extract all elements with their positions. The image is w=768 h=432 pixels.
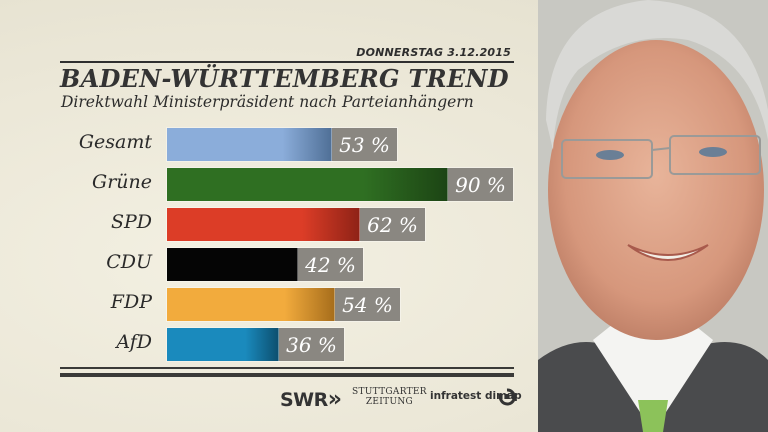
bar-value-label: 36 % <box>279 328 344 361</box>
bottom-divider-thin <box>60 367 514 369</box>
portrait-icon <box>538 0 768 432</box>
bottom-divider-thick <box>60 373 514 377</box>
infratest-dimap-icon <box>498 388 516 406</box>
bar-value-label: 54 % <box>335 288 400 321</box>
bar-label: Gesamt <box>78 131 152 153</box>
chart-title: BADEN-WÜRTTEMBERG TREND <box>60 64 509 93</box>
top-divider <box>60 61 514 63</box>
bar <box>167 168 448 201</box>
bar-label: FDP <box>110 291 152 313</box>
portrait-photo <box>538 0 768 432</box>
bar <box>167 128 332 161</box>
stuttgarter-zeitung-logo: STUTTGARTER ZEITUNG <box>352 387 427 407</box>
bar-value-label: 62 % <box>360 208 425 241</box>
bar-row: AfD 36 % <box>0 328 530 361</box>
bar <box>167 328 279 361</box>
bar-label: CDU <box>106 251 152 273</box>
bar-row: FDP 54 % <box>0 288 530 321</box>
chart-subtitle: Direktwahl Ministerpräsident nach Partei… <box>61 93 474 111</box>
bar-label: SPD <box>110 211 152 233</box>
infratest-dimap-logo: infratest dimap <box>430 390 522 402</box>
bar-value-label: 53 % <box>332 128 397 161</box>
bar-row: Grüne 90 % <box>0 168 530 201</box>
date-label: DONNERSTAG 3.12.2015 <box>356 46 511 59</box>
swr-logo: SWR» <box>280 387 342 412</box>
bar-label: Grüne <box>92 171 152 193</box>
bar <box>167 248 298 281</box>
bar-value-label: 42 % <box>298 248 363 281</box>
bar-row: CDU 42 % <box>0 248 530 281</box>
bar <box>167 288 335 321</box>
bar-row: Gesamt 53 % <box>0 128 530 161</box>
source-logos: SWR» STUTTGARTER ZEITUNG infratest dimap <box>280 386 522 412</box>
bar-row: SPD 62 % <box>0 208 530 241</box>
bar-value-label: 90 % <box>448 168 513 201</box>
chart-panel: DONNERSTAG 3.12.2015 BADEN-WÜRTTEMBERG T… <box>0 46 530 412</box>
bar-label: AfD <box>116 331 152 353</box>
bar <box>167 208 360 241</box>
